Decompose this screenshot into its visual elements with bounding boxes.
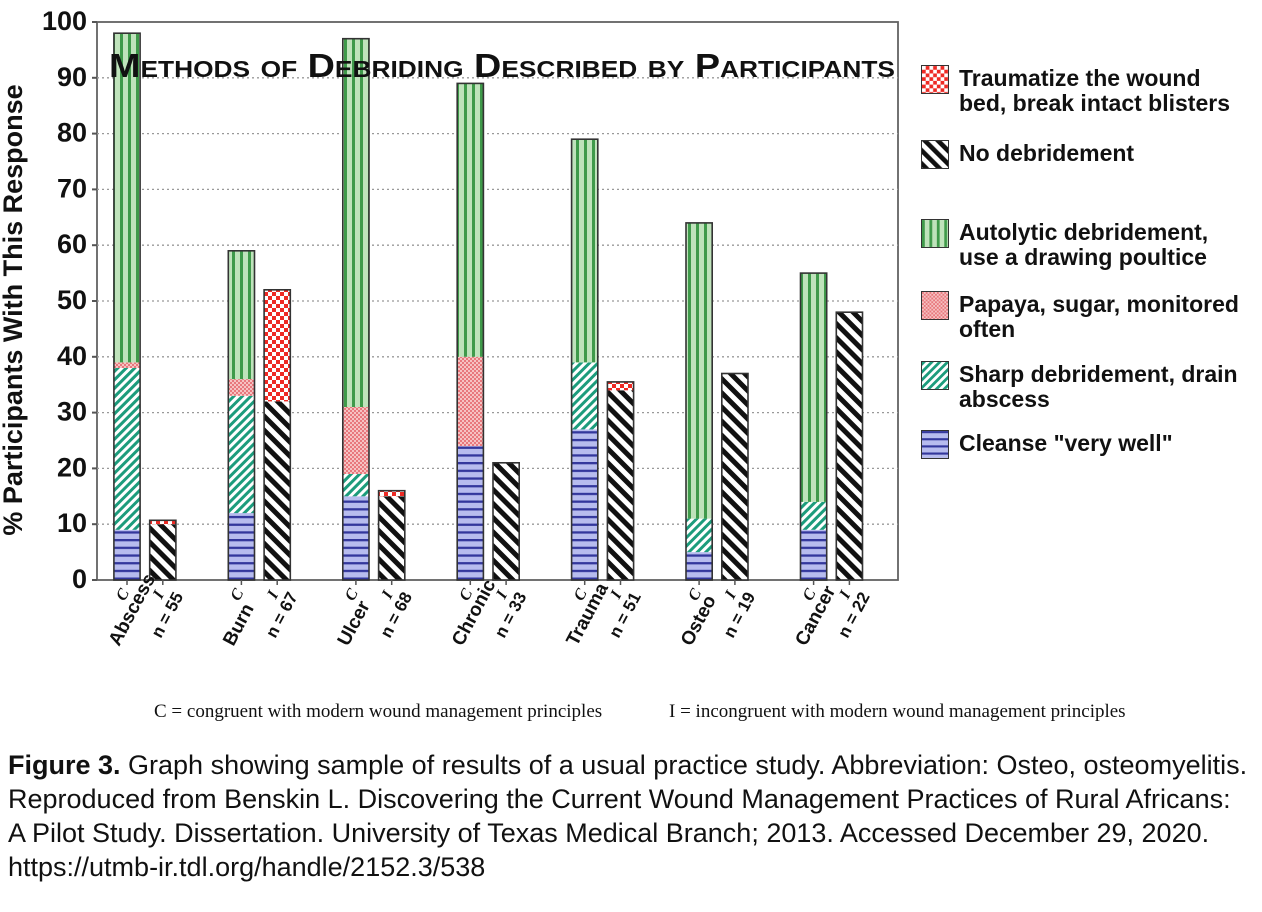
svg-text:Cancer: Cancer <box>791 582 840 649</box>
svg-text:Chronic: Chronic <box>448 576 500 650</box>
svg-text:I = incongruent with modern wo: I = incongruent with modern wound manage… <box>669 701 1126 722</box>
svg-text:Osteo: Osteo <box>677 592 721 649</box>
svg-text:n = 33: n = 33 <box>491 589 531 641</box>
svg-text:n = 51: n = 51 <box>605 589 645 641</box>
svg-text:n = 19: n = 19 <box>720 589 760 641</box>
svg-text:n = 68: n = 68 <box>376 589 416 641</box>
svg-text:Trauma: Trauma <box>563 579 613 649</box>
svg-text:n = 22: n = 22 <box>834 589 874 641</box>
